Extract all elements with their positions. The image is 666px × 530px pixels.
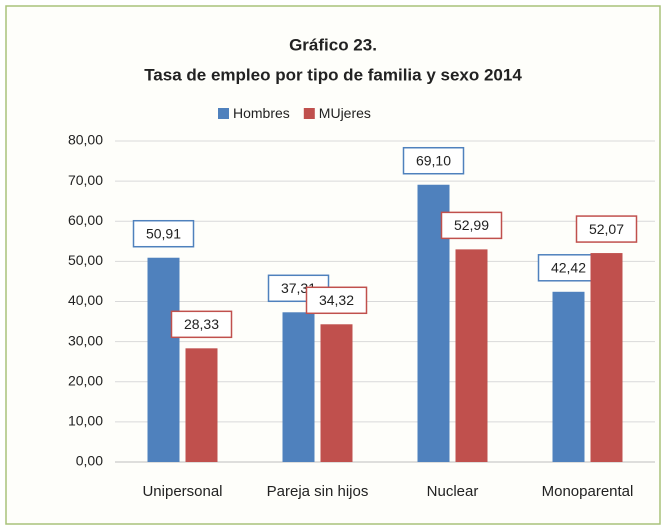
legend-swatch (303, 108, 315, 119)
data-label: 50,91 (146, 225, 181, 241)
x-tick-label: Nuclear (427, 483, 479, 500)
data-label-box (575, 215, 638, 243)
x-tick-label: Pareja sin hijos (267, 483, 369, 500)
y-tick-label: 80,00 (68, 132, 103, 148)
y-tick-label: 0,00 (76, 453, 103, 469)
y-tick-label: 30,00 (68, 332, 103, 348)
bar (147, 257, 180, 462)
bar (590, 253, 623, 462)
legend-label: MUjeres (319, 105, 371, 121)
y-tick-label: 60,00 (68, 212, 103, 228)
bar (552, 291, 585, 462)
bar (455, 249, 488, 462)
data-label: 52,07 (589, 221, 624, 237)
x-tick-label: Unipersonal (142, 483, 222, 500)
bar (320, 324, 353, 462)
y-tick-label: 40,00 (68, 292, 103, 308)
x-tick-label: Monoparental (542, 483, 634, 500)
legend-swatch (218, 108, 229, 119)
data-label: 69,10 (416, 152, 451, 168)
y-tick-label: 20,00 (68, 372, 103, 388)
data-label: 42,42 (551, 259, 586, 275)
chart-subtitle: Tasa de empleo por tipo de familia y sex… (144, 65, 522, 84)
data-label: 28,33 (184, 316, 219, 332)
data-label-box (132, 219, 195, 248)
data-label-box (305, 286, 368, 315)
data-label: 34,32 (319, 292, 354, 308)
data-label: 52,99 (454, 217, 489, 233)
y-tick-label: 50,00 (68, 252, 103, 268)
data-label-box (170, 310, 233, 339)
data-label-box (537, 254, 600, 282)
bar (185, 348, 218, 462)
y-tick-label: 70,00 (68, 172, 103, 188)
chart-title: Gráfico 23. (289, 35, 377, 54)
data-label-box (440, 211, 503, 240)
data-label-box (402, 146, 465, 175)
legend-label: Hombres (233, 105, 290, 121)
y-tick-label: 10,00 (68, 413, 103, 429)
bar (282, 312, 315, 462)
